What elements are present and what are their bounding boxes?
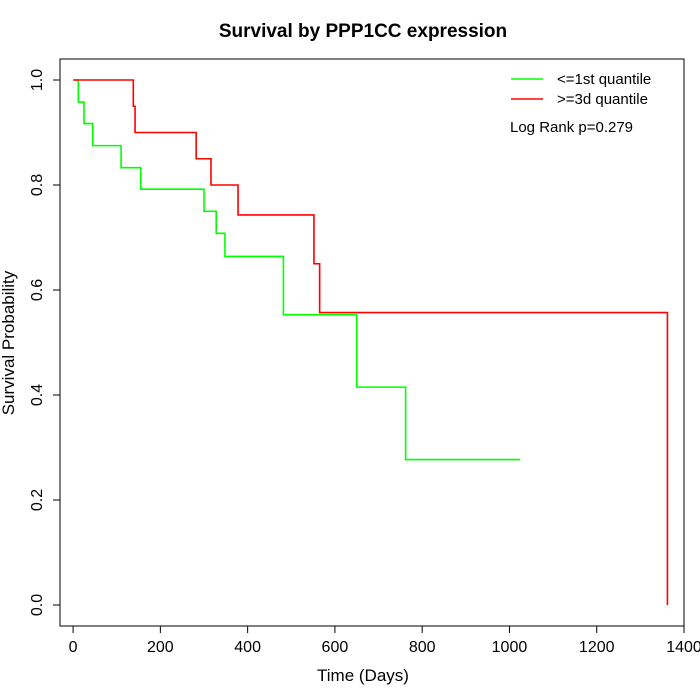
x-axis: 0 200 400 600 800 1000 1200 1400 bbox=[69, 625, 700, 656]
x-tick-label: 1400 bbox=[666, 639, 700, 656]
x-tick-label: 200 bbox=[147, 639, 174, 656]
legend: <=1st quantile >=3d quantile bbox=[511, 71, 651, 108]
legend-label-2: >=3d quantile bbox=[557, 91, 648, 108]
y-tick-label: 0.4 bbox=[29, 384, 46, 406]
series-line-1 bbox=[75, 79, 521, 461]
y-tick-label: 0.2 bbox=[29, 489, 46, 511]
series-line-2 bbox=[73, 79, 669, 605]
y-axis-label: Survival Probability bbox=[0, 270, 18, 415]
x-axis-label: Time (Days) bbox=[317, 666, 409, 685]
x-tick-label: 600 bbox=[322, 639, 349, 656]
plot-frame bbox=[59, 58, 685, 627]
y-tick-label: 0.8 bbox=[29, 174, 46, 196]
x-tick-label: 1200 bbox=[579, 639, 615, 656]
y-tick-label: 1.0 bbox=[29, 69, 46, 91]
x-tick-label: 0 bbox=[69, 639, 78, 656]
legend-label-1: <=1st quantile bbox=[557, 71, 651, 88]
x-tick-label: 800 bbox=[409, 639, 436, 656]
y-tick-label: 0.0 bbox=[29, 594, 46, 616]
log-rank-annotation: Log Rank p=0.279 bbox=[510, 119, 633, 136]
series-layer bbox=[73, 79, 669, 605]
x-tick-label: 400 bbox=[234, 639, 261, 656]
y-axis: 0.0 0.2 0.4 0.6 0.8 1.0 bbox=[29, 69, 61, 616]
chart-title: Survival by PPP1CC expression bbox=[219, 21, 507, 42]
y-tick-label: 0.6 bbox=[29, 279, 46, 301]
x-tick-label: 1000 bbox=[492, 639, 528, 656]
